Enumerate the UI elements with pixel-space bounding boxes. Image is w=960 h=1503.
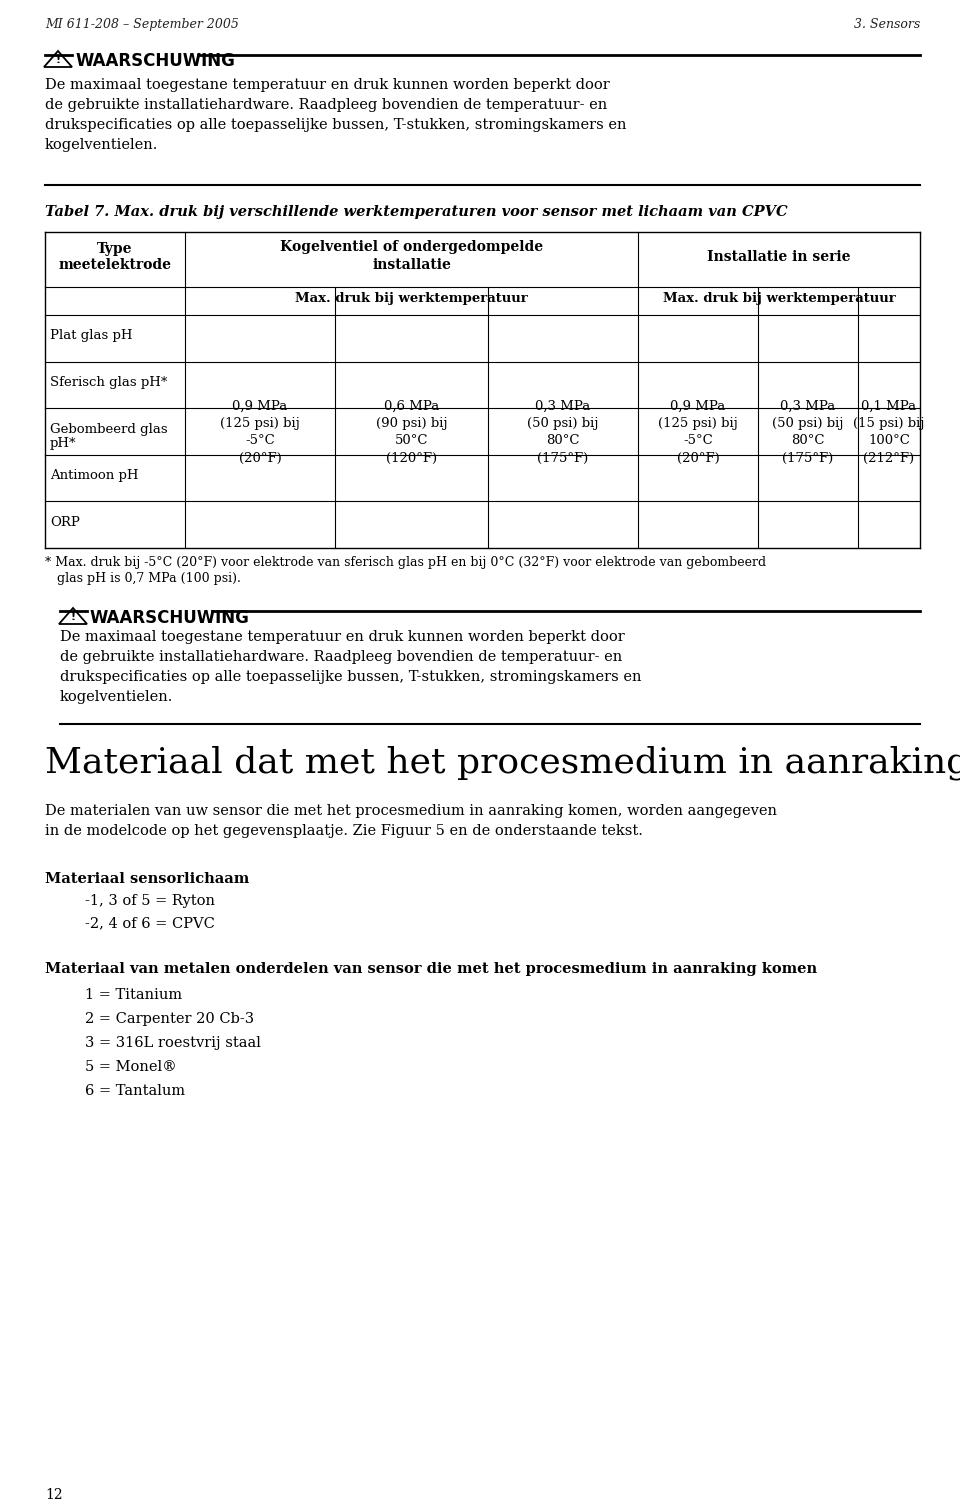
- Text: Sferisch glas pH*: Sferisch glas pH*: [50, 376, 167, 389]
- Text: Tabel 7. Max. druk bij verschillende werktemperaturen voor sensor met lichaam va: Tabel 7. Max. druk bij verschillende wer…: [45, 204, 787, 219]
- Text: WAARSCHUWING: WAARSCHUWING: [75, 53, 235, 71]
- Text: !: !: [56, 56, 60, 65]
- Text: WAARSCHUWING: WAARSCHUWING: [90, 609, 250, 627]
- Text: 0,9 MPa
(125 psi) bij
-5°C
(20°F): 0,9 MPa (125 psi) bij -5°C (20°F): [658, 400, 738, 464]
- Text: MI 611-208 – September 2005: MI 611-208 – September 2005: [45, 18, 239, 32]
- Text: 0,6 MPa
(90 psi) bij
50°C
(120°F): 0,6 MPa (90 psi) bij 50°C (120°F): [375, 400, 447, 464]
- Text: Max. druk bij werktemperatuur: Max. druk bij werktemperatuur: [295, 292, 528, 305]
- Text: 6 = Tantalum: 6 = Tantalum: [85, 1084, 185, 1099]
- Text: Materiaal dat met het procesmedium in aanraking komt: Materiaal dat met het procesmedium in aa…: [45, 745, 960, 780]
- Text: Installatie in serie: Installatie in serie: [708, 249, 851, 265]
- Text: 3. Sensors: 3. Sensors: [853, 18, 920, 32]
- Text: 2 = Carpenter 20 Cb-3: 2 = Carpenter 20 Cb-3: [85, 1012, 254, 1027]
- Text: !: !: [70, 612, 76, 622]
- Text: 3 = 316L roestvrij staal: 3 = 316L roestvrij staal: [85, 1036, 261, 1051]
- Text: Materiaal sensorlichaam: Materiaal sensorlichaam: [45, 872, 250, 885]
- Text: Materiaal van metalen onderdelen van sensor die met het procesmedium in aanrakin: Materiaal van metalen onderdelen van sen…: [45, 962, 817, 975]
- Text: 5 = Monel®: 5 = Monel®: [85, 1060, 177, 1075]
- Text: Plat glas pH: Plat glas pH: [50, 329, 132, 343]
- Text: Kogelventiel of ondergedompelde: Kogelventiel of ondergedompelde: [280, 240, 543, 254]
- Text: glas pH is 0,7 MPa (100 psi).: glas pH is 0,7 MPa (100 psi).: [45, 573, 241, 585]
- Text: 1 = Titanium: 1 = Titanium: [85, 987, 182, 1003]
- Text: ORP: ORP: [50, 516, 80, 529]
- Text: * Max. druk bij -5°C (20°F) voor elektrode van sferisch glas pH en bij 0°C (32°F: * Max. druk bij -5°C (20°F) voor elektro…: [45, 556, 766, 570]
- Text: De maximaal toegestane temperatuur en druk kunnen worden beperkt door
de gebruik: De maximaal toegestane temperatuur en dr…: [45, 78, 627, 152]
- Text: 0,3 MPa
(50 psi) bij
80°C
(175°F): 0,3 MPa (50 psi) bij 80°C (175°F): [772, 400, 844, 464]
- Text: Gebombeerd glas
pH*: Gebombeerd glas pH*: [50, 422, 168, 451]
- Text: De materialen van uw sensor die met het procesmedium in aanraking komen, worden : De materialen van uw sensor die met het …: [45, 804, 777, 839]
- Text: 0,3 MPa
(50 psi) bij
80°C
(175°F): 0,3 MPa (50 psi) bij 80°C (175°F): [527, 400, 599, 464]
- Text: -2, 4 of 6 = CPVC: -2, 4 of 6 = CPVC: [85, 915, 215, 930]
- Text: -1, 3 of 5 = Ryton: -1, 3 of 5 = Ryton: [85, 894, 215, 908]
- Text: Type: Type: [97, 242, 132, 256]
- Text: Antimoon pH: Antimoon pH: [50, 469, 138, 482]
- Text: Max. druk bij werktemperatuur: Max. druk bij werktemperatuur: [662, 292, 896, 305]
- Text: installatie: installatie: [372, 259, 451, 272]
- Text: meetelektrode: meetelektrode: [59, 259, 172, 272]
- Text: 12: 12: [45, 1488, 62, 1501]
- Text: De maximaal toegestane temperatuur en druk kunnen worden beperkt door
de gebruik: De maximaal toegestane temperatuur en dr…: [60, 630, 641, 703]
- Text: 0,1 MPa
(15 psi) bij
100°C
(212°F): 0,1 MPa (15 psi) bij 100°C (212°F): [853, 400, 924, 464]
- Text: 0,9 MPa
(125 psi) bij
-5°C
(20°F): 0,9 MPa (125 psi) bij -5°C (20°F): [220, 400, 300, 464]
